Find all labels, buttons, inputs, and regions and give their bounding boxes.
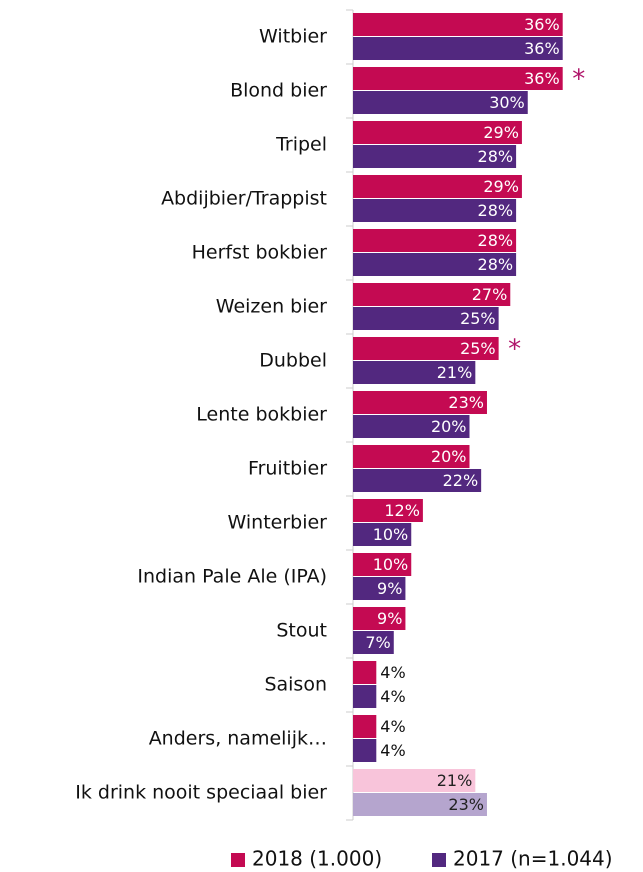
value-label: 28% bbox=[478, 201, 514, 220]
value-label: 20% bbox=[431, 447, 467, 466]
bar bbox=[353, 499, 423, 522]
value-label: 4% bbox=[380, 717, 405, 736]
value-label: 36% bbox=[524, 69, 560, 88]
value-label: 20% bbox=[431, 417, 467, 436]
bar bbox=[353, 739, 377, 762]
value-label: 28% bbox=[478, 231, 514, 250]
bar bbox=[353, 445, 470, 468]
value-label: 12% bbox=[384, 501, 420, 520]
bar bbox=[353, 229, 517, 252]
category-label: Dubbel bbox=[259, 350, 327, 372]
bar bbox=[353, 415, 470, 438]
legend-label: 2017 (n=1.044) bbox=[453, 847, 613, 871]
category-label: Witbier bbox=[259, 26, 327, 48]
value-label: 9% bbox=[377, 579, 402, 598]
category-label: Blond bier bbox=[230, 80, 327, 102]
bar bbox=[353, 469, 482, 492]
value-label: 21% bbox=[437, 771, 473, 790]
value-label: 25% bbox=[460, 339, 496, 358]
category-label: Herfst bokbier bbox=[192, 242, 328, 264]
category-label: Stout bbox=[276, 620, 327, 642]
bar bbox=[353, 661, 377, 684]
category-label: Ik drink nooit speciaal bier bbox=[75, 782, 327, 804]
bar bbox=[353, 253, 517, 276]
bar bbox=[353, 553, 412, 576]
category-label: Saison bbox=[264, 674, 327, 696]
bar bbox=[353, 361, 476, 384]
value-label: 10% bbox=[373, 525, 409, 544]
value-label: 36% bbox=[524, 15, 560, 34]
bar bbox=[353, 391, 487, 414]
value-label: 10% bbox=[373, 555, 409, 574]
category-label: Indian Pale Ale (IPA) bbox=[137, 566, 327, 588]
legend-label: 2018 (1.000) bbox=[252, 847, 382, 871]
value-label: 25% bbox=[460, 309, 496, 328]
bar bbox=[353, 307, 499, 330]
bar bbox=[353, 199, 517, 222]
value-label: 23% bbox=[448, 795, 484, 814]
value-label: 27% bbox=[472, 285, 508, 304]
category-label: Anders, namelijk… bbox=[149, 728, 327, 750]
category-label: Winterbier bbox=[228, 512, 328, 534]
bar bbox=[353, 523, 412, 546]
bar bbox=[353, 145, 517, 168]
bar bbox=[353, 685, 377, 708]
value-label: 21% bbox=[437, 363, 473, 382]
value-label: 23% bbox=[448, 393, 484, 412]
category-label: Fruitbier bbox=[248, 458, 327, 480]
category-label: Tripel bbox=[275, 134, 327, 156]
annotation: * bbox=[572, 65, 585, 95]
value-label: 30% bbox=[489, 93, 525, 112]
value-label: 4% bbox=[380, 663, 405, 682]
bar bbox=[353, 793, 487, 816]
value-label: 4% bbox=[380, 687, 405, 706]
bar bbox=[353, 631, 394, 654]
bar bbox=[353, 337, 499, 360]
value-label: 28% bbox=[478, 147, 514, 166]
bar bbox=[353, 67, 563, 90]
legend-swatch bbox=[432, 853, 446, 867]
bar bbox=[353, 121, 522, 144]
bar bbox=[353, 715, 377, 738]
annotation: * bbox=[508, 335, 521, 365]
bar bbox=[353, 91, 528, 114]
legend-swatch bbox=[231, 853, 245, 867]
category-label: Weizen bier bbox=[216, 296, 327, 318]
bar bbox=[353, 577, 406, 600]
value-label: 22% bbox=[443, 471, 479, 490]
bar bbox=[353, 175, 522, 198]
value-label: 36% bbox=[524, 39, 560, 58]
value-label: 9% bbox=[377, 609, 402, 628]
value-label: 4% bbox=[380, 741, 405, 760]
value-label: 7% bbox=[365, 633, 390, 652]
bar bbox=[353, 769, 476, 792]
bar bbox=[353, 283, 511, 306]
value-label: 28% bbox=[478, 255, 514, 274]
bar bbox=[353, 37, 563, 60]
bar bbox=[353, 13, 563, 36]
category-label: Abdijbier/Trappist bbox=[161, 188, 327, 210]
category-label: Lente bokbier bbox=[196, 404, 327, 426]
value-label: 29% bbox=[483, 177, 519, 196]
value-label: 29% bbox=[483, 123, 519, 142]
bar bbox=[353, 607, 406, 630]
